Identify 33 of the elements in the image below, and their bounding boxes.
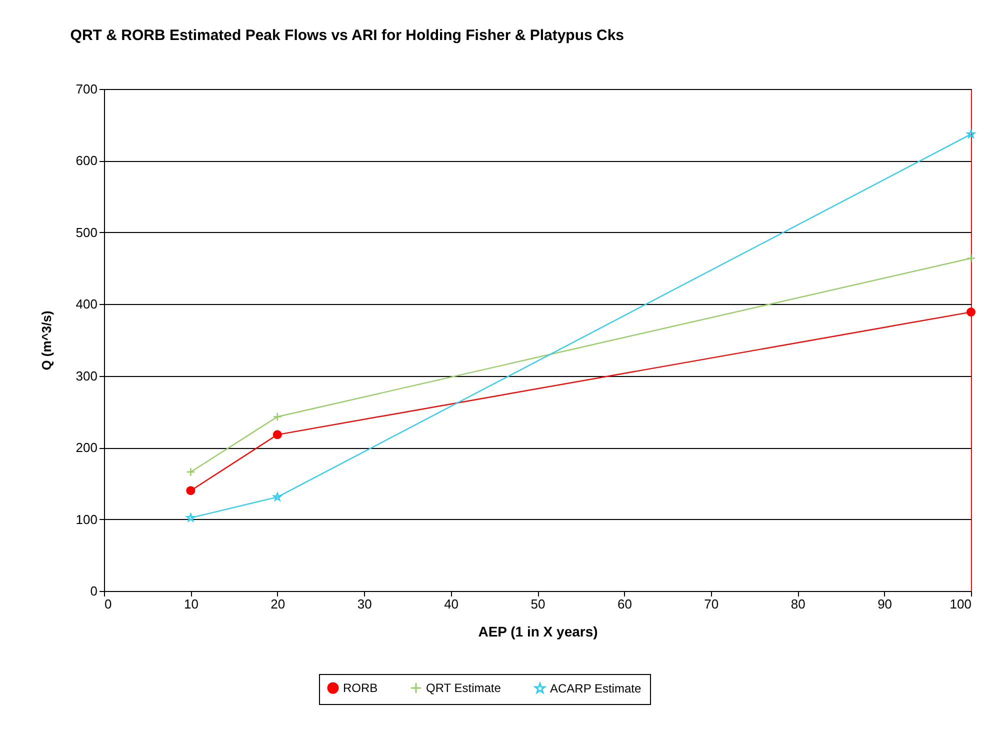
legend-label: ACARP Estimate: [550, 681, 642, 696]
y-tick-label: 700: [76, 82, 98, 96]
x-tick-label: 0: [104, 596, 112, 612]
x-axis-title: AEP (1 in X years): [478, 624, 598, 640]
y-axis-title: Q (m^3/s): [38, 310, 54, 370]
x-tick-label: 90: [878, 596, 892, 612]
y-tick-label: 0: [90, 584, 98, 598]
x-tick-label: 10: [184, 596, 198, 612]
legend-label: QRT Estimate: [426, 681, 502, 695]
legend-label: RORB: [343, 681, 378, 695]
point: [272, 412, 282, 422]
x-tick-label: 60: [617, 596, 632, 612]
y-tick-label: 600: [76, 153, 98, 168]
x-tick-label: 100: [950, 596, 972, 612]
chart-title: QRT & RORB Estimated Peak Flows vs ARI for Holding Fisher & Platypus Cks: [70, 27, 624, 44]
y-tick-label: 200: [76, 440, 98, 456]
y-tick-label: 500: [76, 224, 98, 240]
x-tick-label: 30: [357, 596, 372, 612]
point: [186, 486, 196, 496]
x-tick-label: 50: [530, 596, 546, 612]
point: [966, 254, 976, 263]
point: [186, 467, 196, 476]
y-tick-label: 400: [76, 296, 98, 312]
x-tick-label: 20: [270, 596, 286, 612]
y-tick-label: 100: [76, 512, 98, 527]
point: [966, 130, 976, 138]
point: [272, 430, 282, 440]
point: [186, 513, 196, 522]
x-tick-label: 80: [790, 596, 806, 612]
x-tick-label: 40: [444, 596, 459, 612]
point: [966, 308, 976, 317]
x-tick-label: 70: [704, 596, 719, 612]
y-tick-label: 300: [76, 368, 98, 384]
